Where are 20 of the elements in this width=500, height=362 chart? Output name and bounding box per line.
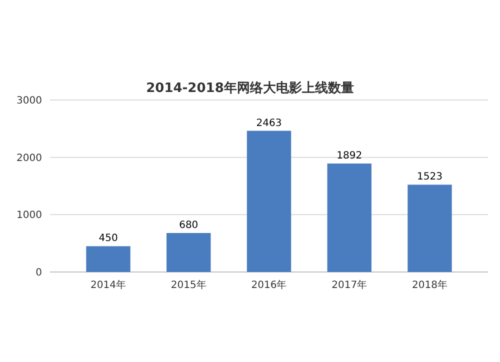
data-label: 1523 — [417, 172, 442, 183]
x-tick-label: 2016年 — [251, 279, 287, 291]
y-tick-label: 1000 — [16, 210, 42, 222]
bar — [246, 130, 292, 272]
data-label: 1892 — [336, 150, 362, 162]
y-tick-label: 3000 — [16, 96, 42, 106]
y-tick-label: 2000 — [16, 152, 42, 164]
bar — [327, 164, 372, 272]
bar — [408, 184, 452, 272]
chart-title: 2014-2018年网络大电影上线数量 — [146, 81, 354, 96]
x-tick-label: 2018年 — [412, 279, 448, 291]
data-label: 450 — [98, 233, 118, 244]
bar — [86, 246, 130, 272]
bar — [166, 233, 211, 272]
y-tick-label: 0 — [36, 268, 42, 278]
data-label: 2463 — [256, 118, 282, 129]
x-tick-label: 2015年 — [170, 279, 206, 291]
x-tick-label: 2017年 — [332, 279, 368, 291]
data-label: 680 — [179, 220, 198, 232]
x-tick-label: 2014年 — [90, 279, 126, 291]
